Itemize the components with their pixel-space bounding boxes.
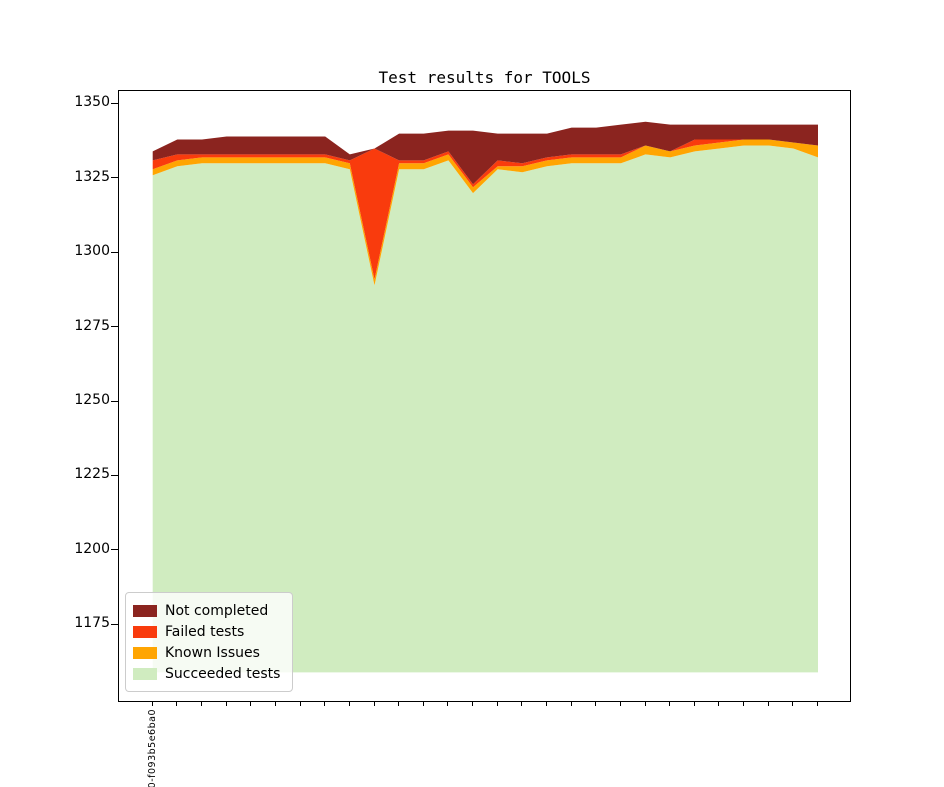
x-tick-mark — [176, 702, 178, 706]
area-succeeded-tests — [152, 145, 818, 673]
x-tick-mark — [250, 702, 252, 706]
y-tick-label: 1225 — [74, 466, 110, 483]
legend-item: Succeeded tests — [133, 663, 280, 684]
x-tick-mark — [570, 702, 572, 706]
x-tick-mark — [201, 702, 202, 706]
legend: Not completed Failed tests Known Issues Suc… — [125, 592, 294, 692]
x-tick-mark — [496, 702, 498, 706]
stacked-area-chart — [152, 121, 818, 673]
y-tick-mark — [111, 474, 118, 476]
x-tick-mark — [447, 702, 449, 706]
legend-label: Known Issues — [165, 644, 260, 661]
y-tick-label: 1300 — [74, 243, 110, 260]
x-tick-mark — [348, 702, 350, 706]
x-tick-mark — [644, 702, 646, 706]
x-tick-mark — [274, 702, 276, 706]
legend-swatch — [133, 625, 157, 638]
y-tick-mark — [111, 102, 118, 104]
area-not-completed — [152, 121, 818, 185]
y-tick-label: 1325 — [74, 168, 110, 185]
y-tick-mark — [111, 177, 118, 179]
x-tick-mark — [743, 702, 745, 706]
x-tick-mark — [373, 702, 375, 706]
x-tick-mark — [669, 702, 671, 706]
legend-swatch — [133, 646, 157, 659]
y-tick-mark — [111, 251, 118, 253]
x-tick-mark — [718, 702, 720, 706]
x-tick-mark — [693, 702, 695, 706]
x-tick-mark — [767, 702, 769, 706]
x-tick-mark — [151, 702, 153, 706]
legend-label: Succeeded tests — [165, 665, 281, 682]
x-tick-mark — [817, 702, 818, 706]
chart-title: Test results for TOOLS — [378, 68, 591, 87]
x-tick-label-build: 0-f093b5e6ba0 — [146, 709, 158, 787]
x-tick-mark — [619, 702, 621, 706]
legend-item: Not completed — [133, 600, 280, 621]
legend-label: Failed tests — [165, 623, 245, 640]
x-tick-mark — [792, 702, 794, 706]
y-tick-mark — [111, 623, 118, 625]
x-tick-mark — [546, 702, 547, 706]
x-tick-mark — [472, 702, 473, 706]
plot-area: Not completed Failed tests Known Issues Suc… — [118, 90, 851, 702]
legend-swatch — [133, 604, 157, 617]
x-tick-mark — [225, 702, 227, 706]
x-tick-label-wrap: 0-f093b5e6ba0 — [144, 709, 160, 787]
y-tick-label: 1250 — [74, 392, 110, 408]
y-tick-mark — [111, 326, 118, 328]
y-tick-label: 1175 — [74, 615, 110, 632]
y-tick-mark — [111, 549, 118, 551]
y-tick-label: 1275 — [74, 317, 110, 334]
legend-item: Known Issues — [133, 642, 280, 663]
x-tick-mark — [521, 702, 523, 706]
x-tick-mark — [324, 702, 326, 706]
y-tick-label: 1350 — [74, 94, 110, 111]
x-tick-mark — [299, 702, 301, 706]
x-tick-mark — [595, 702, 597, 706]
legend-item: Failed tests — [133, 621, 280, 642]
legend-label: Not completed — [165, 602, 269, 619]
x-tick-mark — [398, 702, 400, 706]
y-tick-mark — [111, 400, 118, 402]
x-tick-mark — [422, 702, 424, 706]
y-tick-label: 1200 — [74, 540, 110, 557]
legend-swatch — [133, 667, 157, 680]
